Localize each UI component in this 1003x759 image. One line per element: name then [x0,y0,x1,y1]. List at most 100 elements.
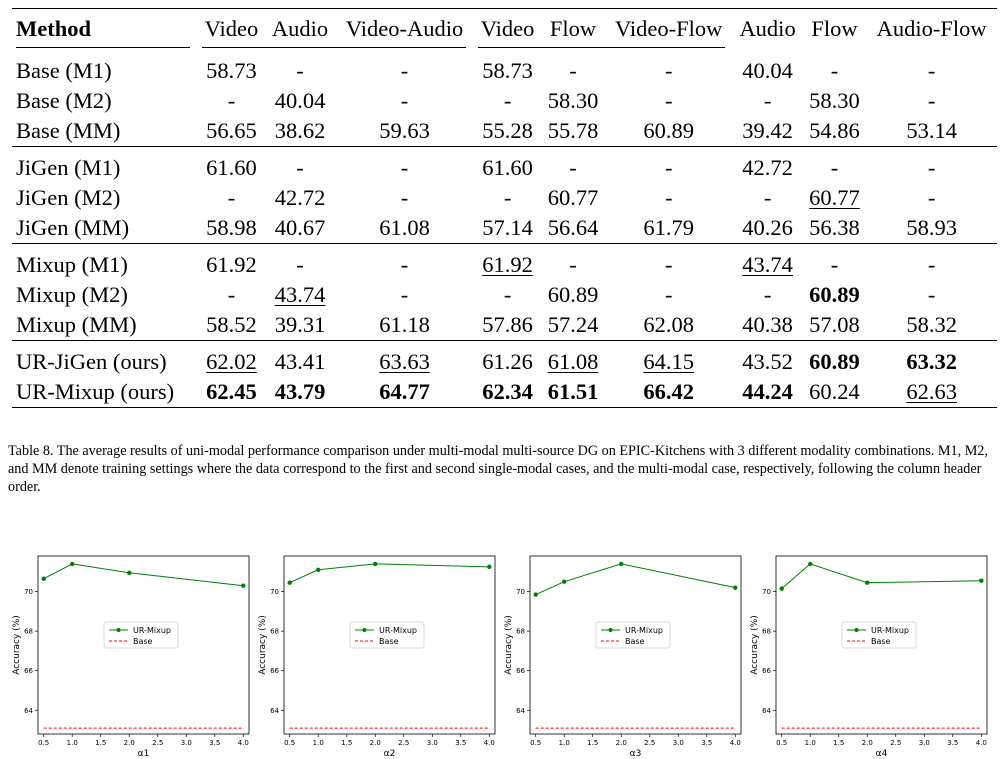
table-cell: 43.74 [733,244,803,281]
cell-value: 57.14 [482,215,533,240]
y-tick-label: 66 [270,667,279,675]
x-tick-label: 2.0 [616,739,627,747]
table-cell: - [803,244,867,281]
table-cell: 58.98 [198,213,265,244]
table-cell: 61.18 [335,310,474,341]
cell-value: - [664,282,673,307]
data-point [979,578,984,583]
results-table: Method Video Audio Video-Audio Video Flo… [12,8,997,408]
cell-value: - [927,282,936,307]
cell-value: - [664,155,673,180]
cell-value: 58.52 [206,312,257,337]
cell-value: 60.77 [547,185,599,210]
table-cell: - [733,183,803,213]
x-tick-label: 2.0 [124,739,135,747]
table-cell: 60.89 [803,341,867,378]
cell-value: 58.93 [906,215,957,240]
table-cell: 43.52 [733,341,803,378]
cell-value: 43.74 [742,252,793,277]
table-group: UR-JiGen (ours) 62.02 43.41 63.63 61.26 61.08… [12,340,997,408]
table-row: Base (M2) - 40.04 - - 58.30 - - 58.30 - [12,86,997,116]
data-point [619,561,624,567]
cell-value: - [296,252,304,277]
table-cell: 61.92 [474,244,541,281]
table-row: Mixup (MM) 58.52 39.31 61.18 57.86 57.24 62.08… [12,310,997,341]
cell-value: 53.14 [906,118,957,143]
cell-value: 43.41 [274,349,326,374]
table-cell: 55.78 [541,116,605,147]
table-cell: 63.63 [335,341,474,378]
y-tick-label: 66 [762,667,771,675]
table-cell: 57.24 [541,310,605,341]
y-tick-label: 68 [270,628,279,636]
x-tick-label: 2.0 [370,739,381,747]
row-method-label: Base (M2) [16,88,112,113]
row-method-label: UR-JiGen (ours) [16,349,167,374]
cell-value: - [569,155,577,180]
table-row: UR-JiGen (ours) 62.02 43.41 63.63 61.26 61.08… [12,341,997,378]
cell-value: 60.24 [809,379,860,404]
x-tick-label: 4.0 [976,739,987,747]
cell-value: - [503,185,512,210]
table-cell: 43.74 [265,280,335,310]
cell-value: 60.77 [809,185,860,210]
x-axis-label: α2 [384,749,396,759]
cell-value: 56.64 [547,215,599,240]
cell-value: 61.08 [547,349,599,374]
y-tick-label: 70 [270,588,279,596]
table-cell: - [335,86,474,116]
table-cell: 44.24 [733,377,803,408]
header-method: Method [12,8,198,50]
y-axis-label: Accuracy (%) [258,615,268,675]
table-row: Mixup (M1) 61.92 - - 61.92 - - 43.74 - - [12,244,997,281]
cell-value: 40.38 [742,312,793,337]
table-cell: 58.73 [474,50,541,87]
cell-value: - [227,185,236,210]
x-tick-label: 3.5 [455,739,466,747]
y-tick-label: 70 [516,588,525,596]
table-cell: 61.51 [541,377,605,408]
table-cell: 42.72 [733,147,803,184]
cell-value: 58.73 [482,58,533,83]
table-cell: 58.93 [866,213,997,244]
cell-value: - [400,282,409,307]
table-cell: 62.63 [866,377,997,408]
table-cell: - [803,147,867,184]
cell-value: - [664,88,673,113]
cell-value: - [664,185,673,210]
legend-box [103,621,179,649]
cell-value: 56.38 [809,215,860,240]
y-tick-label: 66 [516,667,525,675]
x-tick-label: 1.0 [67,739,78,747]
row-method-label: Base (M1) [16,58,112,83]
table-row: UR-Mixup (ours) 62.45 43.79 64.77 62.34 61.51… [12,377,997,408]
legend-box [349,621,425,649]
y-axis-label: Accuracy (%) [12,615,22,675]
cell-value: 62.08 [643,312,695,337]
x-tick-label: 1.5 [95,739,106,747]
table-cell: - [335,244,474,281]
cell-value: - [296,155,304,180]
cell-value: 42.72 [274,185,326,210]
legend-label: UR-Mixup [871,626,909,635]
header-group-rule [201,46,466,48]
x-axis-label: α1 [138,749,150,759]
cell-value: 43.52 [742,349,793,374]
x-axis-label: α4 [876,749,888,759]
cell-value: - [569,252,577,277]
header-flow-2: Flow [802,8,867,50]
table-cell: - [866,183,997,213]
table-cell: 40.38 [733,310,803,341]
cell-value: - [763,185,772,210]
data-point [373,561,378,567]
table-cell: - [605,280,733,310]
cell-value: - [927,185,936,210]
header-audio: Audio [265,8,336,50]
y-tick-label: 64 [516,707,525,715]
cell-value: 61.92 [482,252,533,277]
table-cell: 56.64 [541,213,605,244]
table-row: JiGen (MM) 58.98 40.67 61.08 57.14 56.64 61.79… [12,213,997,244]
data-point [127,570,132,576]
cell-value: - [400,185,409,210]
legend-label: Base [133,637,153,646]
